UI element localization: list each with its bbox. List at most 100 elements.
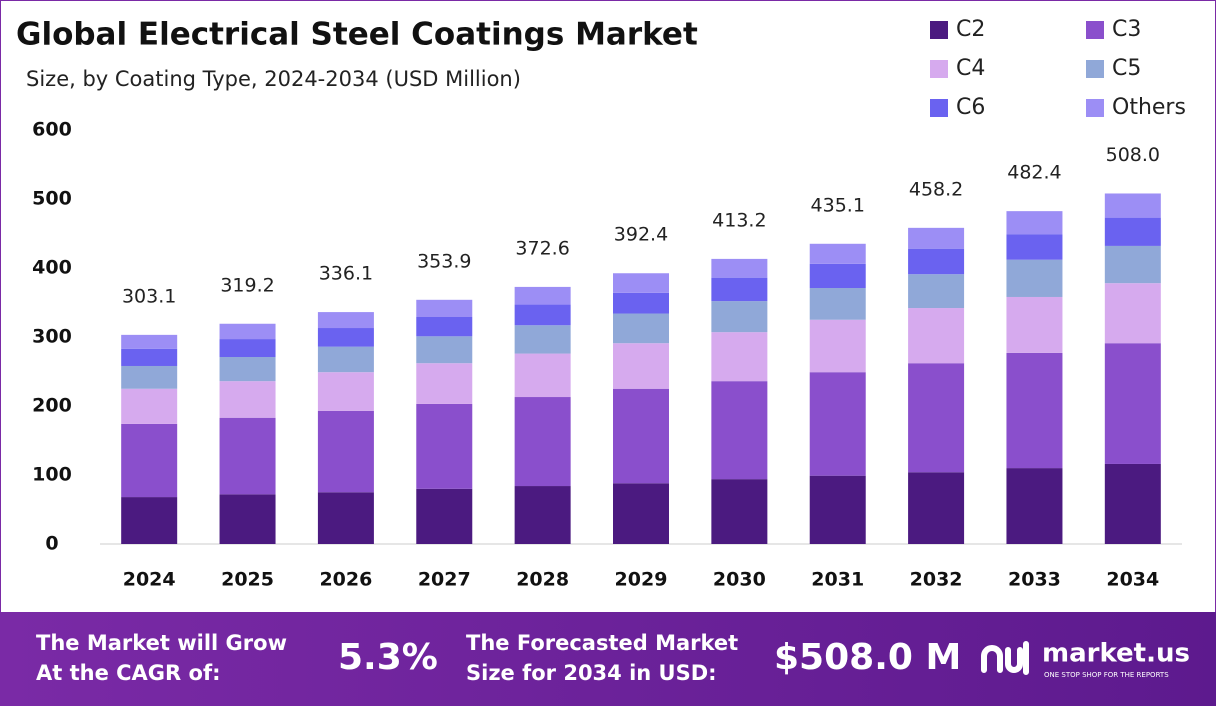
bar-segment — [809, 288, 866, 320]
y-tick-label: 100 — [32, 464, 72, 486]
legend-label: C2 — [956, 17, 985, 42]
bar-segment — [416, 336, 473, 364]
bar-segment — [809, 243, 866, 264]
total-label: 458.2 — [909, 178, 963, 200]
bar-segment — [908, 248, 965, 275]
bar-segment — [514, 286, 571, 305]
total-label: 392.4 — [614, 224, 668, 246]
legend-swatch — [930, 21, 948, 39]
bar-segment — [711, 301, 768, 333]
bar-segment — [317, 312, 374, 329]
bar-segment — [514, 397, 571, 487]
bar-segment — [219, 339, 276, 358]
bar-segment — [1104, 245, 1161, 284]
bar-segment — [219, 357, 276, 382]
bar-segment — [711, 479, 768, 544]
bar-segment — [514, 304, 571, 326]
legend-label: C6 — [956, 95, 985, 120]
y-tick-label: 0 — [45, 533, 58, 555]
bar-segment — [711, 277, 768, 302]
x-tick-label: 2030 — [713, 569, 766, 591]
bar-segment — [317, 328, 374, 347]
footer-text: At the CAGR of: — [36, 661, 221, 685]
bar-segment — [711, 332, 768, 382]
y-tick-label: 500 — [32, 188, 72, 210]
bar-segment — [219, 323, 276, 340]
bar-segment — [317, 346, 374, 373]
bar-segment — [613, 292, 669, 314]
bar-segment — [1006, 296, 1063, 353]
bar-segment — [1006, 234, 1063, 260]
bar-segment — [1104, 343, 1161, 464]
bar-segment — [514, 325, 571, 354]
bar-segment — [121, 497, 178, 544]
total-label: 372.6 — [515, 237, 569, 259]
bar-segment — [908, 363, 965, 473]
footer-value: 5.3% — [338, 637, 438, 678]
bar-segment — [416, 403, 473, 489]
x-tick-label: 2028 — [516, 569, 569, 591]
bar-segment — [1006, 259, 1063, 297]
footer-text: The Forecasted Market — [466, 631, 738, 655]
x-tick-label: 2024 — [123, 569, 176, 591]
bar-segment — [1104, 283, 1161, 344]
bar-segment — [121, 348, 178, 366]
bar-segment — [809, 319, 866, 373]
legend-swatch — [1086, 21, 1104, 39]
bar-segment — [121, 365, 178, 389]
x-tick-label: 2026 — [319, 569, 372, 591]
legend-swatch — [930, 60, 948, 78]
y-tick-label: 300 — [32, 326, 72, 348]
y-tick-label: 400 — [32, 257, 72, 279]
x-tick-label: 2025 — [221, 569, 274, 591]
total-label: 508.0 — [1106, 144, 1160, 166]
bar-segment — [514, 486, 571, 544]
x-tick-label: 2031 — [811, 569, 864, 591]
bar-segment — [613, 388, 669, 484]
total-label: 413.2 — [712, 209, 766, 231]
footer-value: $508.0 M — [774, 637, 961, 678]
bar-segment — [121, 423, 178, 498]
bar-segment — [514, 353, 571, 398]
total-label: 353.9 — [417, 250, 471, 272]
bar-segment — [121, 334, 178, 349]
bar-segment — [613, 313, 669, 344]
footer-text: Size for 2034 in USD: — [466, 661, 717, 685]
bar-segment — [1104, 217, 1161, 246]
bar-segment — [1006, 352, 1063, 469]
x-tick-label: 2027 — [418, 569, 471, 591]
legend-swatch — [930, 99, 948, 117]
bar-segment — [1104, 193, 1161, 218]
legend-label: C5 — [1112, 56, 1141, 81]
bar-segment — [809, 475, 866, 544]
footer-band — [0, 612, 1216, 706]
bar-segment — [219, 494, 276, 544]
bar-segment — [711, 258, 768, 278]
brand-tagline: ONE STOP SHOP FOR THE REPORTS — [1044, 671, 1169, 679]
bar-segment — [219, 381, 276, 418]
bar-segment — [809, 263, 866, 289]
total-label: 319.2 — [220, 274, 274, 296]
bar-segment — [317, 410, 374, 493]
legend-swatch — [1086, 60, 1104, 78]
total-label: 303.1 — [122, 285, 176, 307]
total-label: 482.4 — [1007, 162, 1061, 184]
bar-segment — [416, 363, 473, 404]
x-tick-label: 2033 — [1008, 569, 1061, 591]
bar-segment — [219, 417, 276, 495]
x-tick-label: 2032 — [910, 569, 963, 591]
total-label: 435.1 — [811, 194, 865, 216]
bar-segment — [908, 227, 965, 249]
bar-segment — [1104, 463, 1161, 544]
bar-segment — [1006, 468, 1063, 544]
bar-segment — [613, 273, 669, 293]
footer: The Market will Grow At the CAGR of: 5.3… — [0, 612, 1216, 706]
legend-label: C4 — [956, 56, 985, 81]
bar-segment — [711, 381, 768, 480]
bar-segment — [908, 308, 965, 364]
brand-name: market.us — [1042, 639, 1190, 669]
legend-label: Others — [1112, 95, 1186, 120]
y-tick-label: 200 — [32, 395, 72, 417]
x-tick-label: 2034 — [1106, 569, 1159, 591]
